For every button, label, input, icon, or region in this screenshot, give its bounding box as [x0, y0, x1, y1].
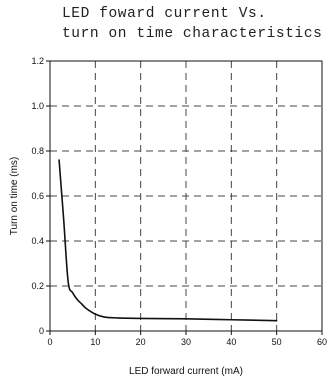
series-layer [58, 159, 278, 322]
series-line [58, 159, 278, 322]
chart-title-line-2: turn on time characteristics [62, 26, 323, 42]
tick-marks [46, 60, 323, 335]
y-tick-label: 0.6 [31, 191, 44, 201]
x-tick-label: 20 [136, 337, 146, 347]
y-tick-label: 1.0 [31, 101, 44, 111]
y-tick-label: 0.2 [31, 281, 44, 291]
y-tick-label: 1.2 [31, 56, 44, 66]
y-tick-label: 0.8 [31, 146, 44, 156]
chart-title-line-1: LED foward current Vs. [62, 6, 267, 22]
tick-labels: 0 10 20 30 40 50 60 0 0.2 0.4 0.6 0.8 1.0 1.2 [31, 56, 327, 347]
y-tick-label: 0.4 [31, 236, 44, 246]
x-tick-label: 0 [47, 337, 52, 347]
y-axis-title: Turn on time (ms) [9, 157, 20, 236]
x-tick-label: 50 [272, 337, 282, 347]
y-tick-label: 0 [39, 326, 44, 336]
x-tick-label: 30 [181, 337, 191, 347]
x-tick-label: 40 [226, 337, 236, 347]
x-tick-label: 10 [90, 337, 100, 347]
grid-lines [50, 61, 322, 331]
x-axis-title: LED forward current (mA) [129, 366, 243, 377]
x-tick-label: 60 [317, 337, 327, 347]
